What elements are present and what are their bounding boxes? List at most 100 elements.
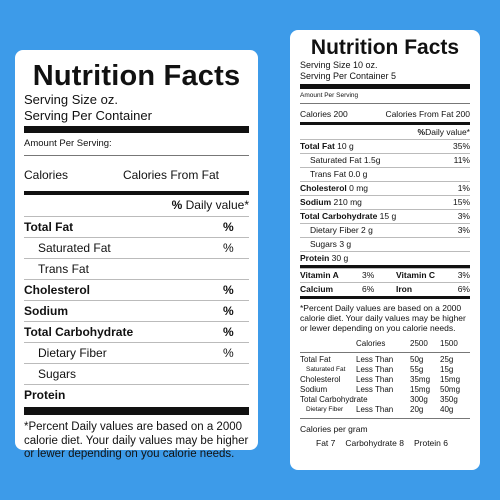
carbohydrate-per-gram: Carbohydrate 8: [345, 438, 404, 448]
nutrient-row: Protein 30 g: [300, 251, 470, 265]
reference-name: Saturated Fat: [306, 366, 346, 373]
nutrient-row: Sodium 210 mg 15%: [300, 195, 470, 209]
percent-sign: %: [171, 198, 183, 212]
daily-value-label: Daily value*: [185, 198, 249, 212]
reference-name: Total Fat: [300, 355, 331, 364]
nutrient-name: Trans Fat: [38, 262, 89, 276]
nutrient-cell: Dietary Fiber 2 g: [310, 224, 373, 237]
nutrient-row: Cholesterol 0 mg 1%: [300, 181, 470, 195]
nutrition-label-filled: Nutrition Facts Serving Size 10 oz. Serv…: [290, 30, 480, 470]
calories-per-gram: Calories per gram Fat 7 Carbohydrate 8 P…: [300, 418, 470, 449]
reference-name: Cholesterol: [300, 375, 341, 384]
nutrient-row: Cholesterol%: [24, 279, 249, 300]
thick-divider: [24, 407, 249, 415]
reference-header: Calories 2500 1500: [300, 337, 470, 353]
nutrient-list: Total Fat% Saturated Fat% Trans Fat Cholest…: [24, 216, 249, 405]
vitamin-cell: Calcium: [300, 284, 334, 294]
nutrient-percent: 35%: [452, 141, 470, 151]
nutrient-name: Sodium: [24, 304, 68, 318]
serving-per-container: Serving Per Container: [24, 108, 152, 123]
nutrient-name: Protein: [300, 253, 330, 263]
nutrient-percent: 11%: [453, 155, 470, 165]
nutrient-cell: Trans Fat 0.0 g: [310, 168, 367, 181]
reference-row: Saturated Fat Less Than 55g 15g: [300, 365, 470, 375]
calories-from-fat-label: Calories From Fat: [122, 168, 219, 182]
reference-row: Total Carbohydrate 300g 350g: [300, 395, 470, 405]
vitamin-cell: Vitamin C: [396, 270, 436, 280]
nutrient-row: Saturated Fat%: [24, 237, 249, 258]
serving-size: Serving Size 10 oz.: [300, 60, 378, 70]
reference-compare: Less Than: [356, 385, 394, 394]
reference-name: Sodium: [300, 385, 328, 394]
reference-1500: 15mg: [440, 375, 461, 384]
nutrient-amount: 0 mg: [349, 183, 369, 193]
vitamin-list: Vitamin A 3% Vitamin C 3% Calcium 6% Iron 6%: [300, 268, 470, 296]
nutrition-label-blank: Nutrition Facts Serving Size oz. Serving…: [15, 50, 258, 460]
reference-row: Dietary Fiber Less Than 20g 40g: [300, 405, 470, 415]
nutrient-row: Sugars: [24, 363, 249, 384]
amount-per-serving: Amount Per Serving: [300, 91, 470, 104]
nutrient-percent: [223, 385, 249, 405]
nutrient-name: Cholesterol: [300, 183, 347, 193]
nutrient-amount: 3 g: [339, 239, 352, 249]
reference-2500: 15mg: [410, 385, 431, 394]
nutrient-percent: 3%: [457, 211, 470, 221]
nutrient-row: Trans Fat: [24, 258, 249, 279]
nutrient-name: Trans Fat: [310, 169, 347, 179]
reference-2500: 35mg: [410, 375, 431, 384]
reference-table: Calories 2500 1500 Total Fat Less Than 50g…: [300, 337, 470, 415]
label-title: Nutrition Facts: [310, 36, 460, 59]
nutrient-percent: 3%: [457, 225, 470, 235]
nutrient-name: Cholesterol: [24, 283, 91, 297]
reference-row: Cholesterol Less Than 35mg 15mg: [300, 375, 470, 385]
nutrient-name: Dietary Fiber: [38, 346, 107, 360]
reference-compare: Less Than: [356, 375, 394, 384]
nutrient-percent: 15%: [452, 197, 470, 207]
thick-divider: [300, 84, 470, 89]
reference-name: Total Carbohydrate: [300, 395, 368, 404]
nutrient-name: Total Fat: [24, 220, 74, 234]
vitamin-row: Vitamin A 3% Vitamin C 3%: [300, 268, 470, 282]
nutrient-amount: 0.0 g: [348, 169, 368, 179]
reference-row: Sodium Less Than 15mg 50mg: [300, 385, 470, 395]
calories-row: Calories Calories From Fat: [24, 156, 249, 188]
percent-sign: %: [417, 127, 426, 137]
vitamin-cell: 3%: [362, 270, 375, 280]
nutrient-row: Saturated Fat 1.5g 11%: [300, 153, 470, 167]
nutrient-row: Total Fat 10 g 35%: [300, 139, 470, 153]
footnote: *Percent Daily values are based on a 200…: [300, 303, 466, 333]
nutrient-name: Protein: [24, 388, 66, 402]
amount-per-serving: Amount Per Serving:: [24, 135, 249, 156]
reference-1500: 350g: [440, 395, 458, 404]
nutrient-row: Dietary Fiber%: [24, 342, 249, 363]
nutrient-percent: %: [223, 304, 234, 318]
reference-2500: 50g: [410, 355, 424, 364]
nutrient-row: Total Carbohydrate 15 g 3%: [300, 209, 470, 223]
daily-value-header: %Daily value*: [300, 125, 470, 139]
nutrient-cell: Cholesterol 0 mg: [300, 182, 368, 195]
reference-compare: Less Than: [356, 365, 394, 374]
nutrient-row: Total Fat%: [24, 216, 249, 237]
vitamin-cell: Iron: [396, 284, 413, 294]
nutrient-amount: 10 g: [337, 141, 354, 151]
reference-2500: 300g: [410, 395, 428, 404]
reference-1500: 15g: [440, 365, 454, 374]
calories-per-gram-label: Calories per gram: [300, 424, 368, 434]
reference-compare: Less Than: [356, 355, 394, 364]
reference-name: Dietary Fiber: [306, 406, 344, 413]
nutrient-percent: %: [223, 220, 234, 234]
nutrient-name: Total Carbohydrate: [24, 325, 134, 339]
ref-header-2500: 2500: [410, 339, 428, 348]
nutrient-percent: [223, 364, 249, 384]
nutrient-name: Sodium: [300, 197, 332, 207]
reference-2500: 55g: [410, 365, 424, 374]
nutrient-name: Total Carbohydrate: [300, 211, 378, 221]
calories-label: Calories 200: [300, 109, 348, 119]
vitamin-cell: 3%: [457, 270, 470, 280]
nutrient-percent: %: [223, 325, 234, 339]
nutrient-row: Sugars 3 g: [300, 237, 470, 251]
nutrient-row: Protein: [24, 384, 249, 405]
nutrient-name: Saturated Fat: [38, 241, 111, 255]
nutrient-percent: %: [223, 283, 234, 297]
thick-divider: [24, 126, 249, 133]
